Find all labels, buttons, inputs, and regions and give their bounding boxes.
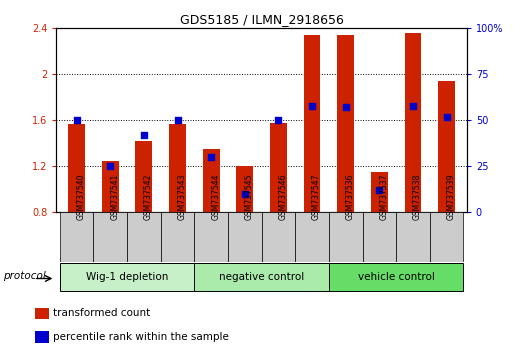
Bar <box>35 308 49 319</box>
Title: GDS5185 / ILMN_2918656: GDS5185 / ILMN_2918656 <box>180 13 344 26</box>
Text: GSM737538: GSM737538 <box>413 173 422 220</box>
Text: GSM737545: GSM737545 <box>245 173 254 220</box>
Bar <box>329 212 363 262</box>
Text: vehicle control: vehicle control <box>358 272 435 282</box>
Point <box>308 103 316 108</box>
Bar <box>262 212 295 262</box>
Point <box>140 132 148 138</box>
Point <box>409 103 417 108</box>
Bar <box>169 124 186 212</box>
Text: GSM737539: GSM737539 <box>447 173 456 220</box>
Bar <box>438 81 455 212</box>
Bar <box>295 212 329 262</box>
Text: negative control: negative control <box>219 272 304 282</box>
Text: GSM737537: GSM737537 <box>380 173 388 220</box>
Bar <box>430 212 463 262</box>
Point <box>72 118 81 123</box>
Text: protocol: protocol <box>3 270 46 280</box>
Bar <box>60 212 93 262</box>
Point <box>342 105 350 110</box>
Bar <box>194 212 228 262</box>
Bar <box>161 212 194 262</box>
Text: GSM737540: GSM737540 <box>76 173 86 220</box>
Bar <box>405 33 421 212</box>
Point <box>173 118 182 123</box>
Text: transformed count: transformed count <box>53 308 151 318</box>
Text: GSM737547: GSM737547 <box>312 173 321 220</box>
Bar <box>338 35 354 212</box>
Point <box>376 188 384 193</box>
Bar <box>396 212 430 262</box>
Point <box>106 164 114 169</box>
Text: GSM737544: GSM737544 <box>211 173 220 220</box>
Bar <box>304 35 321 212</box>
Bar <box>228 212 262 262</box>
Bar <box>270 123 287 212</box>
Point <box>241 191 249 197</box>
Text: GSM737546: GSM737546 <box>279 173 287 220</box>
Bar <box>135 141 152 212</box>
Text: GSM737541: GSM737541 <box>110 173 119 220</box>
Bar <box>60 263 194 291</box>
Text: GSM737542: GSM737542 <box>144 173 153 220</box>
Bar <box>93 212 127 262</box>
Point <box>207 154 215 160</box>
Text: percentile rank within the sample: percentile rank within the sample <box>53 332 229 342</box>
Bar <box>35 331 49 343</box>
Bar <box>127 212 161 262</box>
Bar <box>236 166 253 212</box>
Bar <box>371 172 388 212</box>
Point <box>274 118 283 123</box>
Bar <box>329 263 463 291</box>
Text: Wig-1 depletion: Wig-1 depletion <box>86 272 168 282</box>
Text: GSM737536: GSM737536 <box>346 173 354 220</box>
Bar <box>194 263 329 291</box>
Bar <box>363 212 396 262</box>
Text: GSM737543: GSM737543 <box>177 173 187 220</box>
Point <box>443 114 451 120</box>
Bar <box>68 124 85 212</box>
Bar <box>203 149 220 212</box>
Bar <box>102 161 119 212</box>
